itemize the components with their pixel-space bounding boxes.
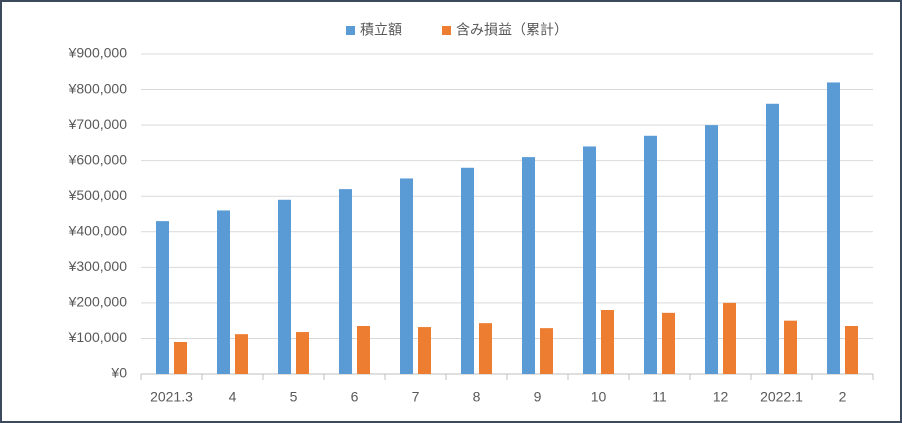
bar xyxy=(766,103,779,375)
x-tick-label: 8 xyxy=(473,389,481,405)
x-tick-label: 2021.3 xyxy=(150,389,193,405)
x-tick-label: 7 xyxy=(412,389,420,405)
bar xyxy=(723,302,736,374)
y-tick-label: ¥100,000 xyxy=(68,329,128,345)
bar xyxy=(418,327,431,374)
y-tick-label: ¥600,000 xyxy=(68,151,128,167)
bar xyxy=(235,334,248,374)
bar xyxy=(296,332,309,374)
y-tick-label: ¥800,000 xyxy=(68,80,128,96)
x-tick-label: 10 xyxy=(591,389,607,405)
bar xyxy=(174,342,187,374)
bar xyxy=(522,157,535,374)
bar xyxy=(827,82,840,374)
legend-label: 積立額 xyxy=(360,22,402,38)
x-tick-label: 6 xyxy=(351,389,359,405)
x-tick-label: 12 xyxy=(713,389,729,405)
x-tick-label: 2022.1 xyxy=(760,389,803,405)
bar xyxy=(479,323,492,374)
x-tick-label: 2 xyxy=(839,389,847,405)
bar xyxy=(601,310,614,374)
x-tick-label: 5 xyxy=(290,389,298,405)
bar xyxy=(156,221,169,374)
y-tick-label: ¥700,000 xyxy=(68,116,128,132)
bar xyxy=(583,146,596,374)
legend-swatch xyxy=(346,26,355,35)
bar xyxy=(662,312,675,374)
bar xyxy=(461,167,474,374)
x-tick-label: 9 xyxy=(534,389,542,405)
bar xyxy=(339,189,352,374)
legend-label: 含み損益（累計） xyxy=(456,22,568,38)
bar xyxy=(217,210,230,374)
bar xyxy=(705,125,718,374)
bar xyxy=(540,328,553,374)
bar xyxy=(784,320,797,374)
bar xyxy=(845,326,858,374)
x-tick-label: 4 xyxy=(229,389,237,405)
bar xyxy=(400,178,413,374)
bar xyxy=(357,326,370,374)
legend-swatch xyxy=(442,26,451,35)
x-tick-label: 11 xyxy=(652,389,667,405)
bar xyxy=(278,199,291,374)
y-tick-label: ¥900,000 xyxy=(68,45,128,61)
y-tick-label: ¥200,000 xyxy=(68,294,128,310)
y-tick-label: ¥500,000 xyxy=(68,187,128,203)
y-tick-label: ¥0 xyxy=(110,365,127,381)
y-tick-label: ¥300,000 xyxy=(68,258,128,274)
y-tick-label: ¥400,000 xyxy=(68,222,128,238)
bar xyxy=(644,135,657,374)
